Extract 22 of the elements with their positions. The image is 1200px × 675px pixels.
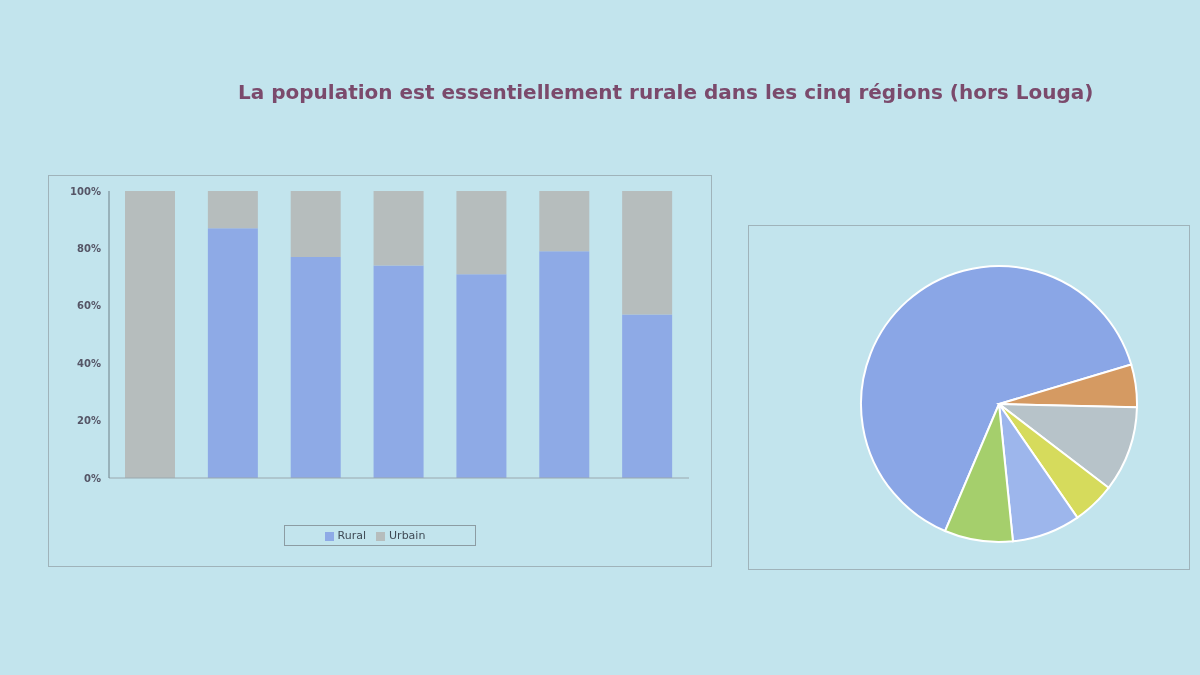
y-tick-label: 80% bbox=[77, 242, 101, 254]
bar bbox=[622, 191, 673, 315]
bar bbox=[290, 257, 341, 478]
bar bbox=[125, 191, 175, 478]
bar bbox=[456, 274, 507, 478]
bar bbox=[207, 191, 258, 229]
y-tick-label: 20% bbox=[77, 415, 101, 427]
bar bbox=[373, 191, 424, 266]
bar bbox=[539, 251, 590, 478]
bar bbox=[456, 191, 507, 275]
y-tick-label: 60% bbox=[77, 300, 101, 312]
y-tick-label: 0% bbox=[84, 472, 101, 484]
bar bbox=[622, 314, 673, 478]
bar bbox=[539, 191, 590, 252]
legend-label: Urbain bbox=[389, 529, 426, 542]
bar bbox=[290, 191, 341, 258]
chart-title: La population est essentiellement rurale dans les cinq régions (hors Louga) bbox=[238, 80, 1094, 104]
bar bbox=[373, 265, 424, 478]
legend-label: Rural bbox=[337, 529, 367, 542]
bar bbox=[207, 228, 258, 478]
y-tick-label: 100% bbox=[70, 185, 101, 197]
y-tick-label: 40% bbox=[77, 357, 101, 369]
